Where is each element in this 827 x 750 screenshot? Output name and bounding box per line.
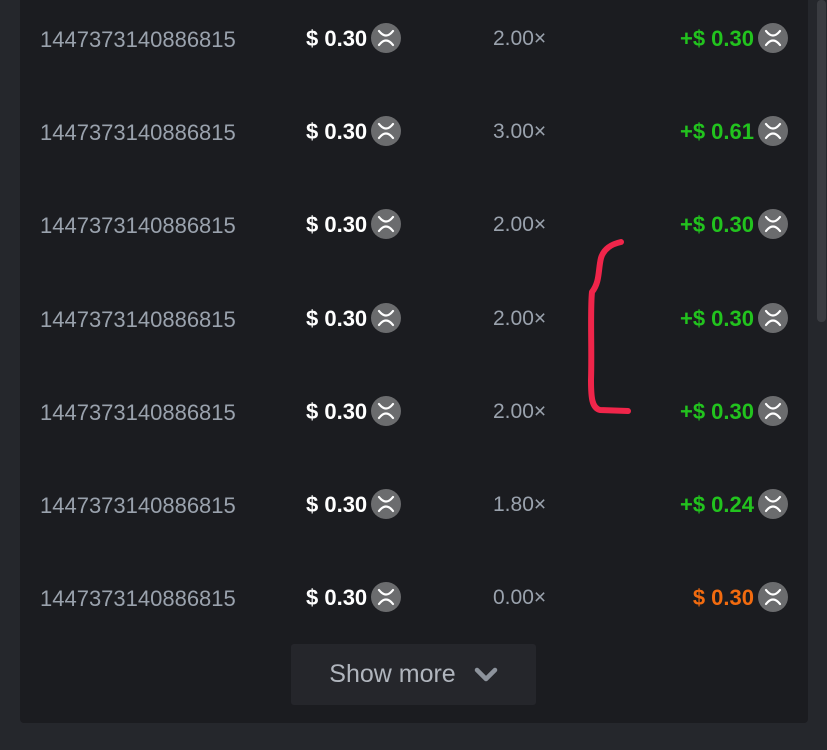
payout-value: $ 0.30	[692, 585, 754, 610]
xrp-coin-icon	[371, 116, 402, 147]
multiplier: 2.00×	[493, 27, 547, 50]
bet-id[interactable]: 1447373140886815	[40, 586, 236, 612]
table-row: 1447373140886815 $ 0.30 2.00× +$ 0.30	[20, 204, 808, 244]
payout-value: +$ 0.30	[679, 398, 754, 424]
xrp-coin-icon	[758, 209, 788, 240]
table-row: 1447373140886815 $ 0.30 2.00× +$ 0.30	[20, 298, 808, 338]
bet-amount-value: $ 0.30	[306, 119, 368, 144]
bet-amount: $ 0.30	[306, 302, 402, 335]
bet-amount-value: $ 0.30	[306, 398, 368, 424]
payout: +$ 0.30	[679, 395, 788, 428]
multiplier: 2.00×	[493, 306, 547, 330]
bet-amount: $ 0.30	[306, 489, 402, 521]
xrp-coin-icon	[758, 116, 788, 147]
bet-amount-value: $ 0.30	[306, 585, 368, 610]
table-row: 1447373140886815 $ 0.30 2.00× +$ 0.30	[20, 18, 808, 58]
xrp-coin-icon	[758, 23, 788, 53]
xrp-coin-icon	[371, 209, 402, 240]
bet-amount: $ 0.30	[306, 209, 402, 241]
payout-value: +$ 0.24	[679, 491, 754, 517]
bets-table: 1447373140886815 $ 0.30 2.00× +$ 0.30 144…	[20, 0, 808, 723]
payout: +$ 0.61	[679, 116, 788, 148]
scrollbar-thumb[interactable]	[817, 0, 826, 322]
multiplier: 2.00×	[493, 399, 547, 423]
bet-amount-value: $ 0.30	[306, 491, 368, 517]
multiplier: 3.00×	[493, 120, 547, 144]
xrp-coin-icon	[758, 582, 788, 613]
xrp-coin-icon	[758, 489, 788, 519]
bet-amount: $ 0.30	[306, 23, 402, 55]
xrp-coin-icon	[758, 395, 788, 426]
bet-id[interactable]: 1447373140886815	[40, 213, 236, 239]
bet-amount-value: $ 0.30	[306, 25, 368, 51]
chevron-down-icon	[474, 667, 497, 681]
bet-amount-value: $ 0.30	[306, 305, 368, 331]
payout: +$ 0.30	[679, 23, 788, 55]
payout-value: +$ 0.30	[679, 305, 754, 331]
multiplier: 1.80×	[493, 493, 547, 516]
bet-amount: $ 0.30	[306, 582, 402, 614]
xrp-coin-icon	[758, 302, 788, 333]
payout: +$ 0.30	[679, 302, 788, 335]
payout: +$ 0.24	[679, 489, 788, 521]
payout-value: +$ 0.30	[679, 212, 754, 238]
bet-amount: $ 0.30	[306, 116, 402, 148]
show-more-label: Show more	[329, 660, 456, 688]
bet-id[interactable]: 1447373140886815	[40, 27, 236, 52]
bet-id[interactable]: 1447373140886815	[40, 493, 236, 518]
table-row: 1447373140886815 $ 0.30 0.00× $ 0.30	[20, 577, 808, 617]
xrp-coin-icon	[371, 302, 402, 333]
bet-id[interactable]: 1447373140886815	[40, 120, 236, 146]
multiplier: 2.00×	[493, 213, 547, 237]
table-row: 1447373140886815 $ 0.30 2.00× +$ 0.30	[20, 391, 808, 431]
multiplier: 0.00×	[493, 586, 547, 610]
bet-id[interactable]: 1447373140886815	[40, 306, 236, 332]
bet-id[interactable]: 1447373140886815	[40, 399, 236, 425]
xrp-coin-icon	[371, 395, 402, 426]
xrp-coin-icon	[371, 23, 402, 53]
xrp-coin-icon	[371, 489, 402, 519]
table-row: 1447373140886815 $ 0.30 3.00× +$ 0.61	[20, 111, 808, 151]
bet-amount-value: $ 0.30	[306, 212, 368, 238]
payout: $ 0.30	[692, 582, 788, 614]
payout-value: +$ 0.61	[679, 119, 754, 144]
payout-value: +$ 0.30	[679, 25, 754, 51]
show-more-button[interactable]: Show more	[291, 644, 536, 705]
payout: +$ 0.30	[679, 209, 788, 241]
table-row: 1447373140886815 $ 0.30 1.80× +$ 0.24	[20, 484, 808, 524]
xrp-coin-icon	[371, 582, 402, 613]
bet-amount: $ 0.30	[306, 395, 402, 428]
